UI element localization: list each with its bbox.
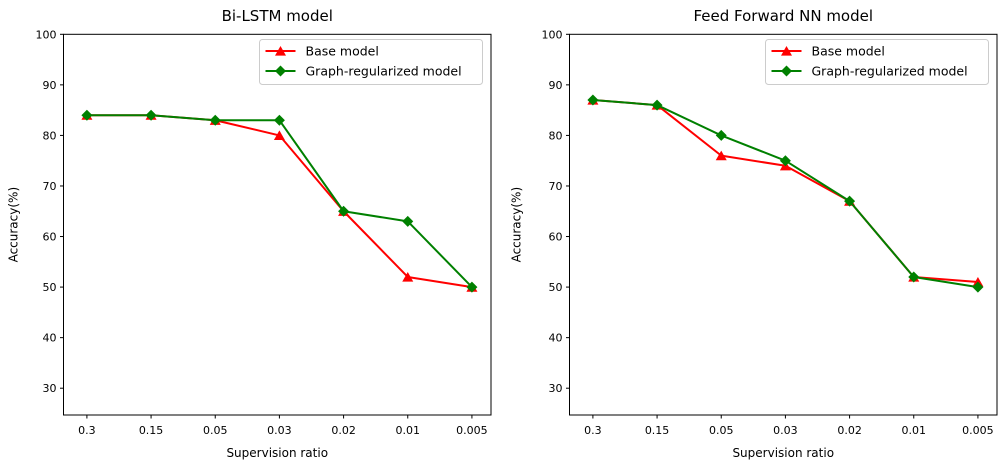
legend-box [765, 39, 989, 85]
diamond-marker-icon [402, 215, 414, 227]
diamond-marker-icon [587, 94, 599, 106]
x-tick-label: 0.05 [203, 424, 228, 437]
diamond-marker-icon [972, 281, 984, 293]
y-tick-label: 50 [43, 281, 57, 294]
triangle-up-marker-icon [273, 130, 285, 141]
x-tick-label: 0.01 [396, 424, 421, 437]
y-tick-label: 30 [43, 382, 57, 395]
diamond-marker-icon [844, 195, 856, 207]
x-tick-label: 0.02 [331, 424, 356, 437]
diamond-marker-icon [779, 155, 791, 167]
y-tick-label: 90 [43, 79, 57, 92]
x-tick-label: 0.005 [962, 424, 994, 437]
triangle-up-marker-icon [402, 271, 414, 282]
diamond-marker-icon [466, 281, 478, 293]
series-line [86, 114, 473, 288]
x-tick-label: 0.02 [837, 424, 862, 437]
y-tick-label: 60 [43, 231, 57, 244]
chart-title: Bi-LSTM model [222, 7, 333, 25]
x-tick-label: 0.15 [139, 424, 164, 437]
series-line [592, 99, 978, 284]
y-tick-label: 80 [549, 129, 563, 142]
y-tick-label: 30 [549, 382, 563, 395]
legend-entry-label: Graph-regularized model [306, 63, 462, 78]
x-tick-label: 0.03 [773, 424, 798, 437]
legend-entry-label: Graph-regularized model [812, 63, 968, 78]
chart-title: Feed Forward NN model [693, 7, 873, 25]
legend-box [259, 39, 483, 85]
series-line [592, 99, 979, 289]
x-tick-label: 0.05 [709, 424, 734, 437]
legend-entry-label: Base model [306, 43, 379, 58]
y-tick-label: 70 [549, 180, 563, 193]
diamond-marker-icon [908, 271, 920, 283]
x-axis-label: Supervision ratio [226, 446, 328, 460]
y-tick-label: 100 [542, 28, 563, 41]
chart-feed-forward-nn: Feed Forward NN model Supervision ratio Ac… [510, 7, 998, 460]
x-tick-label: 0.005 [456, 424, 488, 437]
diamond-marker-icon [145, 109, 157, 121]
legend-diamond-marker-icon [781, 65, 792, 77]
axes-box [569, 33, 998, 416]
series-line [86, 114, 473, 289]
x-tick-label: 0.3 [584, 424, 602, 437]
y-tick-label: 40 [43, 332, 57, 345]
x-axis-label: Supervision ratio [732, 446, 834, 460]
triangle-up-marker-icon [715, 150, 727, 161]
chart-bi-lstm: Bi-LSTM model Supervision ratio Accuracy(%… [7, 7, 492, 460]
diamond-marker-icon [81, 109, 93, 121]
y-tick-label: 50 [549, 281, 563, 294]
axes-box [63, 33, 492, 416]
y-tick-label: 40 [549, 332, 563, 345]
legend-triangle-up-marker-icon [781, 46, 792, 56]
legend-triangle-up-marker-icon [275, 46, 286, 56]
x-tick-label: 0.15 [645, 424, 670, 437]
x-tick-label: 0.01 [902, 424, 927, 437]
diamond-marker-icon [338, 205, 350, 217]
y-axis-label: Accuracy(%) [510, 187, 524, 263]
legend-entry-label: Base model [812, 43, 885, 58]
y-tick-label: 100 [36, 28, 57, 41]
diamond-marker-icon [715, 129, 727, 141]
y-tick-label: 80 [43, 129, 57, 142]
y-tick-label: 60 [549, 231, 563, 244]
diamond-marker-icon [209, 114, 221, 126]
x-tick-label: 0.3 [78, 424, 96, 437]
diamond-marker-icon [273, 114, 285, 126]
legend-diamond-marker-icon [275, 65, 286, 77]
y-axis-label: Accuracy(%) [7, 187, 21, 263]
x-tick-label: 0.03 [267, 424, 292, 437]
y-tick-label: 90 [549, 79, 563, 92]
diamond-marker-icon [651, 99, 663, 111]
y-tick-label: 70 [43, 180, 57, 193]
